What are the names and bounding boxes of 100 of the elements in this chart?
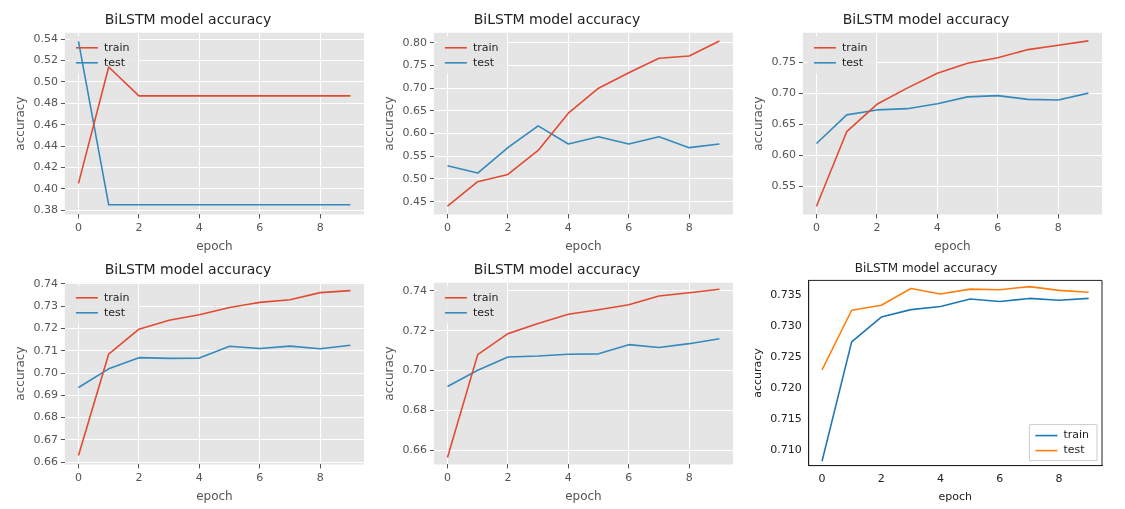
x-axis-title: epoch [565, 488, 602, 503]
y-tick-label: 0.44 [33, 138, 58, 152]
y-axis-title: accuracy [13, 96, 28, 151]
x-axis-title: epoch [565, 238, 602, 253]
y-tick-label: 0.50 [402, 171, 427, 185]
chart-title: BiLSTM model accuracy [104, 11, 272, 28]
y-tick-label: 0.74 [33, 276, 58, 290]
y-tick-label: 0.72 [402, 323, 427, 337]
x-tick-label: 4 [933, 220, 941, 234]
y-tick-label: 0.55 [771, 179, 796, 193]
y-tick-label: 0.38 [33, 202, 58, 216]
y-tick-label: 0.70 [402, 363, 427, 377]
y-tick-label: 0.46 [33, 117, 58, 131]
legend-label: train [1063, 428, 1090, 442]
chart-title: BiLSTM model accuracy [854, 261, 998, 276]
x-axis-title: epoch [934, 238, 971, 253]
x-tick-label: 2 [504, 470, 512, 484]
legend-label: test [103, 305, 126, 319]
legend-label: test [1063, 443, 1086, 457]
x-tick-label: 2 [877, 472, 885, 486]
y-tick-label: 0.60 [402, 126, 427, 140]
x-tick-label: 2 [135, 220, 143, 234]
x-tick-label: 4 [195, 470, 203, 484]
y-axis-title: accuracy [382, 96, 397, 151]
y-tick-label: 0.54 [33, 32, 58, 46]
y-tick-label: 0.73 [33, 299, 58, 313]
legend-label: test [472, 305, 495, 319]
x-tick-label: 6 [625, 220, 633, 234]
y-axis-title: accuracy [751, 96, 766, 151]
y-tick-label: 0.715 [770, 411, 802, 425]
y-tick-label: 0.42 [33, 160, 58, 174]
y-tick-label: 0.67 [33, 432, 58, 446]
y-tick-label: 0.50 [33, 74, 58, 88]
y-tick-label: 0.71 [33, 343, 58, 357]
x-tick-label: 0 [443, 470, 451, 484]
x-tick-label: 8 [1054, 220, 1062, 234]
y-tick-label: 0.68 [402, 403, 427, 417]
legend-label: test [472, 55, 495, 69]
y-tick-label: 0.65 [402, 103, 427, 117]
legend-label: train [103, 40, 130, 54]
x-tick-label: 6 [625, 470, 633, 484]
chart-title: BiLSTM model accuracy [473, 11, 641, 28]
legend-label: test [841, 55, 864, 69]
y-tick-label: 0.70 [402, 81, 427, 95]
y-tick-label: 0.710 [770, 442, 802, 456]
y-tick-label: 0.72 [33, 321, 58, 335]
x-tick-label: 0 [443, 220, 451, 234]
y-axis-title: accuracy [751, 347, 765, 398]
y-tick-label: 0.75 [771, 54, 796, 68]
y-tick-label: 0.725 [770, 349, 802, 363]
chart-title: BiLSTM model accuracy [104, 261, 272, 278]
legend-label: test [103, 55, 126, 69]
x-tick-label: 4 [564, 220, 572, 234]
y-tick-label: 0.68 [33, 410, 58, 424]
legend-label: train [472, 40, 499, 54]
x-tick-label: 2 [873, 220, 881, 234]
y-tick-label: 0.40 [33, 181, 58, 195]
y-tick-label: 0.66 [402, 443, 427, 457]
x-tick-label: 6 [996, 472, 1004, 486]
x-tick-label: 8 [1055, 472, 1063, 486]
x-tick-label: 2 [504, 220, 512, 234]
y-tick-label: 0.730 [770, 318, 802, 332]
y-axis-title: accuracy [13, 346, 28, 401]
y-tick-label: 0.52 [33, 53, 58, 67]
x-tick-label: 4 [937, 472, 945, 486]
y-tick-label: 0.735 [770, 287, 802, 301]
x-tick-label: 0 [818, 472, 826, 486]
x-axis-title: epoch [196, 238, 233, 253]
y-tick-label: 0.45 [402, 194, 427, 208]
x-tick-label: 8 [316, 470, 324, 484]
y-tick-label: 0.55 [402, 149, 427, 163]
chart-title: BiLSTM model accuracy [473, 261, 641, 278]
legend-label: train [841, 40, 868, 54]
x-axis-title: epoch [938, 490, 973, 504]
y-tick-label: 0.69 [33, 388, 58, 402]
x-tick-label: 0 [74, 470, 82, 484]
legend-label: train [472, 290, 499, 304]
legend-label: train [103, 290, 130, 304]
y-tick-label: 0.74 [402, 283, 427, 297]
x-tick-label: 6 [256, 220, 264, 234]
x-tick-label: 8 [685, 220, 693, 234]
y-tick-label: 0.65 [771, 117, 796, 131]
x-tick-label: 4 [564, 470, 572, 484]
x-tick-label: 8 [316, 220, 324, 234]
y-tick-label: 0.66 [33, 455, 58, 469]
x-tick-label: 0 [812, 220, 820, 234]
y-tick-label: 0.80 [402, 35, 427, 49]
chart-title: BiLSTM model accuracy [842, 11, 1010, 28]
y-tick-label: 0.70 [33, 365, 58, 379]
x-tick-label: 6 [256, 470, 264, 484]
x-tick-label: 4 [195, 220, 203, 234]
y-tick-label: 0.70 [771, 85, 796, 99]
x-axis-title: epoch [196, 488, 233, 503]
y-tick-label: 0.60 [771, 148, 796, 162]
y-axis-title: accuracy [382, 346, 397, 401]
y-tick-label: 0.75 [402, 58, 427, 72]
y-tick-label: 0.48 [33, 96, 58, 110]
y-tick-label: 0.720 [770, 380, 802, 394]
x-tick-label: 6 [994, 220, 1002, 234]
x-tick-label: 0 [74, 220, 82, 234]
